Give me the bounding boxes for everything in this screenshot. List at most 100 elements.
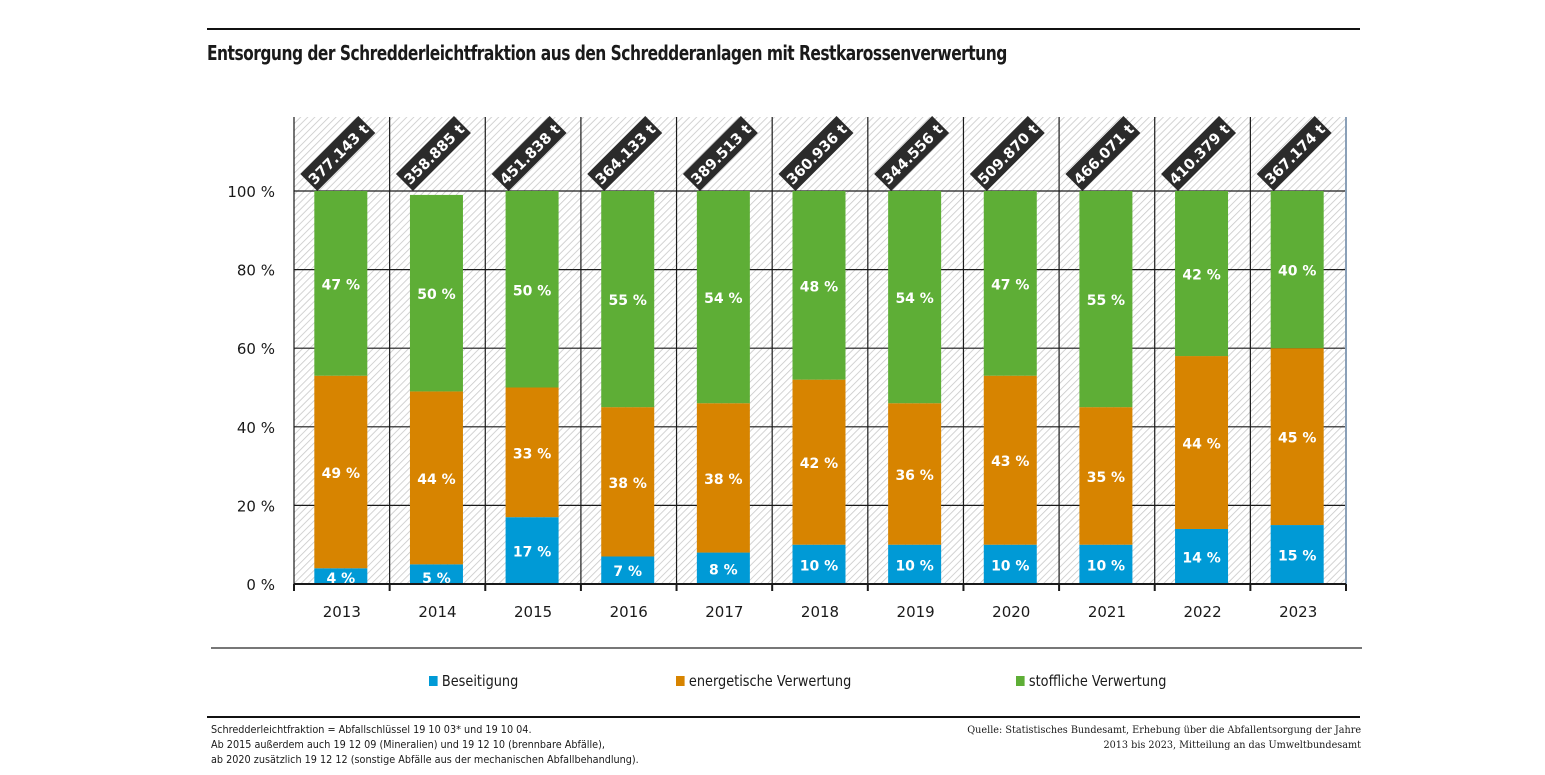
x-tick-label: 2016 xyxy=(610,603,648,621)
bar-segment-beseitigung xyxy=(983,544,1037,584)
bar-segment-stoffliche-verwertung xyxy=(505,191,559,388)
x-tick-label: 2018 xyxy=(801,603,839,621)
footer-rule xyxy=(207,716,1360,718)
x-tick-label: 2021 xyxy=(1088,603,1126,621)
bar-segment-stoffliche-verwertung xyxy=(314,191,368,376)
bar-value-label: 54 % xyxy=(895,291,933,307)
bar-value-label: 10 % xyxy=(1087,558,1125,574)
x-tick-label: 2023 xyxy=(1279,603,1317,621)
bar-value-label: 10 % xyxy=(991,558,1029,574)
source-line: 2013 bis 2023, Mitteilung an das Umweltb… xyxy=(1103,739,1361,751)
bar-segment-energetische-verwertung xyxy=(792,379,846,545)
bar-segment-stoffliche-verwertung xyxy=(1079,191,1133,408)
bar-segment-energetische-verwertung xyxy=(314,375,368,569)
bar-value-label: 38 % xyxy=(609,476,647,492)
legend-label: Beseitigung xyxy=(441,672,519,690)
bar-segment-beseitigung xyxy=(696,552,750,584)
bar-value-label: 50 % xyxy=(513,283,551,299)
bar-value-label: 47 % xyxy=(322,277,360,293)
legend-swatch-beseitigung xyxy=(429,676,438,686)
bar-value-label: 47 % xyxy=(991,277,1029,293)
bar-value-label: 14 % xyxy=(1182,550,1220,566)
legend-label: energetische Verwertung xyxy=(688,672,852,690)
bar-value-label: 42 % xyxy=(800,456,838,472)
bar-segment-beseitigung xyxy=(792,544,846,584)
legend-top-rule xyxy=(211,647,1362,649)
x-tick-label: 2017 xyxy=(705,603,743,621)
bar-value-label: 10 % xyxy=(895,558,933,574)
bar-value-label: 33 % xyxy=(513,446,551,462)
total-badge-background xyxy=(778,116,854,191)
bar-segment-energetische-verwertung xyxy=(1079,407,1133,545)
y-tick-label: 100 % xyxy=(227,183,275,201)
title-top-rule xyxy=(207,28,1360,30)
y-tick-label: 20 % xyxy=(237,497,275,515)
legend-item-stoffliche-verwertung: stoffliche Verwertung xyxy=(1016,672,1166,690)
bar-value-label: 50 % xyxy=(417,287,455,303)
bar-value-label: 49 % xyxy=(322,466,360,482)
bar-segment-beseitigung xyxy=(409,564,463,584)
bar-segment-stoffliche-verwertung xyxy=(696,191,750,404)
legend-swatch-stoffliche-verwertung xyxy=(1016,676,1025,686)
x-tick-label: 2014 xyxy=(418,603,456,621)
legend-item-energetische-verwertung: energetische Verwertung xyxy=(676,672,851,690)
bar-segment-stoffliche-verwertung xyxy=(983,191,1037,376)
legend-swatch-energetische-verwertung xyxy=(676,676,685,686)
bar-value-label: 43 % xyxy=(991,454,1029,470)
axes: 0 % 20 % 40 % 60 % 80 % 100 % 2013 2014 2015 2016… xyxy=(227,183,1347,621)
x-tick-label: 2022 xyxy=(1183,603,1221,621)
source-line: Quelle: Statistisches Bundesamt, Erhebun… xyxy=(967,724,1361,736)
bar-segment-beseitigung xyxy=(505,517,559,584)
bar-value-label: 55 % xyxy=(1087,293,1125,309)
bar-value-label: 36 % xyxy=(895,468,933,484)
bar-segment-beseitigung xyxy=(314,568,368,584)
total-badge-background xyxy=(587,116,663,191)
bar-segment-energetische-verwertung xyxy=(409,391,463,565)
total-badge-background xyxy=(874,116,950,191)
bar-segment-stoffliche-verwertung xyxy=(1270,191,1324,349)
chart-title: Entsorgung der Schredderleichtfraktion a… xyxy=(207,41,1007,65)
bar-value-label: 54 % xyxy=(704,291,742,307)
bar-segment-stoffliche-verwertung xyxy=(1175,191,1229,357)
bar-segment-stoffliche-verwertung xyxy=(409,194,463,392)
x-tick-label: 2013 xyxy=(323,603,361,621)
bar-segment-energetische-verwertung xyxy=(505,387,559,518)
bar-value-label: 10 % xyxy=(800,558,838,574)
source-note: Quelle: Statistisches Bundesamt, Erhebun… xyxy=(967,723,1361,753)
bar-value-label: 55 % xyxy=(609,293,647,309)
bar-segment-energetische-verwertung xyxy=(1270,348,1324,526)
y-tick-label: 40 % xyxy=(237,419,275,437)
total-badge-background xyxy=(1065,116,1141,191)
bar-segment-beseitigung xyxy=(1175,528,1229,584)
bar-value-label: 15 % xyxy=(1278,549,1316,565)
total-badge-background xyxy=(1161,116,1237,191)
total-badge-background xyxy=(969,116,1045,191)
total-badge-background xyxy=(682,116,758,191)
bar-segment-stoffliche-verwertung xyxy=(601,191,655,408)
footnote: Schredderleichtfraktion = Abfallschlüsse… xyxy=(211,723,639,768)
bar-segment-beseitigung xyxy=(1270,525,1324,584)
total-badge-background xyxy=(300,116,376,191)
x-tick-label: 2015 xyxy=(514,603,552,621)
bar-value-label: 42 % xyxy=(1182,268,1220,284)
footnote-line: Ab 2015 außerdem auch 19 12 09 (Minerali… xyxy=(211,739,605,751)
legend-item-beseitigung: Beseitigung xyxy=(429,672,518,690)
bar-segment-stoffliche-verwertung xyxy=(888,191,942,404)
bar-segment-stoffliche-verwertung xyxy=(792,191,846,380)
bar-value-label: 17 % xyxy=(513,545,551,561)
bar-segment-beseitigung xyxy=(888,544,942,584)
bar-value-label: 35 % xyxy=(1087,470,1125,486)
footnote-line: ab 2020 zusätzlich 19 12 12 (sonstige Ab… xyxy=(211,754,639,766)
y-tick-label: 60 % xyxy=(237,340,275,358)
legend-label: stoffliche Verwertung xyxy=(1028,672,1167,690)
bar-value-label: 44 % xyxy=(417,472,455,488)
bar-value-label: 44 % xyxy=(1182,437,1220,453)
bar-value-label: 8 % xyxy=(709,562,738,578)
total-badge-background xyxy=(491,116,567,191)
bar-segment-energetische-verwertung xyxy=(696,403,750,553)
bar-segment-energetische-verwertung xyxy=(888,403,942,545)
x-tick-label: 2020 xyxy=(992,603,1030,621)
total-badge-background xyxy=(395,116,471,191)
x-tick-label: 2019 xyxy=(897,603,935,621)
bar-segment-beseitigung xyxy=(1079,544,1133,584)
